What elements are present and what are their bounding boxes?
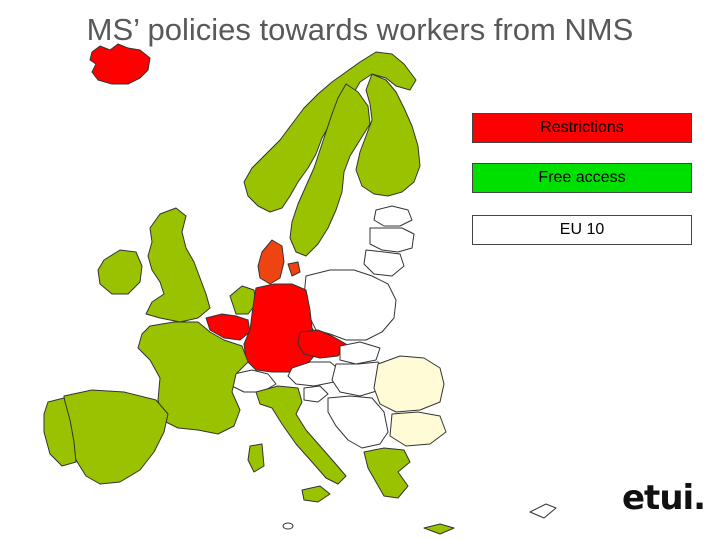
country-italy-sicily bbox=[301, 485, 331, 503]
country-finland bbox=[355, 73, 421, 197]
legend-eu10: EU 10 bbox=[472, 215, 692, 245]
country-czech bbox=[297, 329, 347, 359]
legend-free-access-label: Free access bbox=[538, 169, 626, 186]
country-greece-crete bbox=[423, 523, 455, 535]
country-denmark bbox=[257, 239, 285, 285]
country-romania bbox=[373, 355, 445, 413]
etui-logo: etui. bbox=[622, 478, 706, 518]
country-lithuania bbox=[363, 249, 405, 277]
country-uk bbox=[145, 207, 211, 323]
legend-restrictions: Restrictions bbox=[472, 113, 692, 143]
country-slovakia bbox=[339, 341, 381, 365]
legend-eu10-label: EU 10 bbox=[559, 221, 605, 238]
country-poland bbox=[303, 269, 397, 341]
country-spain bbox=[63, 389, 169, 485]
country-sweden bbox=[289, 83, 371, 257]
country-cyprus bbox=[529, 503, 557, 519]
country-norway bbox=[243, 51, 417, 213]
legend-free-access: Free access bbox=[472, 163, 692, 193]
country-balkans bbox=[327, 395, 389, 449]
country-portugal bbox=[43, 397, 77, 467]
country-estonia bbox=[373, 205, 413, 227]
slide-title: MS’ policies towards workers from NMS bbox=[86, 12, 634, 47]
country-italy bbox=[255, 385, 347, 485]
country-iceland bbox=[89, 43, 151, 85]
country-italy-sardinia bbox=[247, 443, 265, 473]
legend-restrictions-label: Restrictions bbox=[540, 119, 624, 136]
country-france bbox=[137, 321, 249, 435]
country-ireland bbox=[97, 249, 143, 295]
country-slovenia bbox=[303, 385, 329, 403]
country-latvia bbox=[369, 227, 415, 253]
country-greece bbox=[363, 447, 411, 499]
country-bulgaria bbox=[389, 411, 447, 447]
country-denmark-islands bbox=[287, 261, 301, 277]
country-malta bbox=[282, 522, 294, 530]
